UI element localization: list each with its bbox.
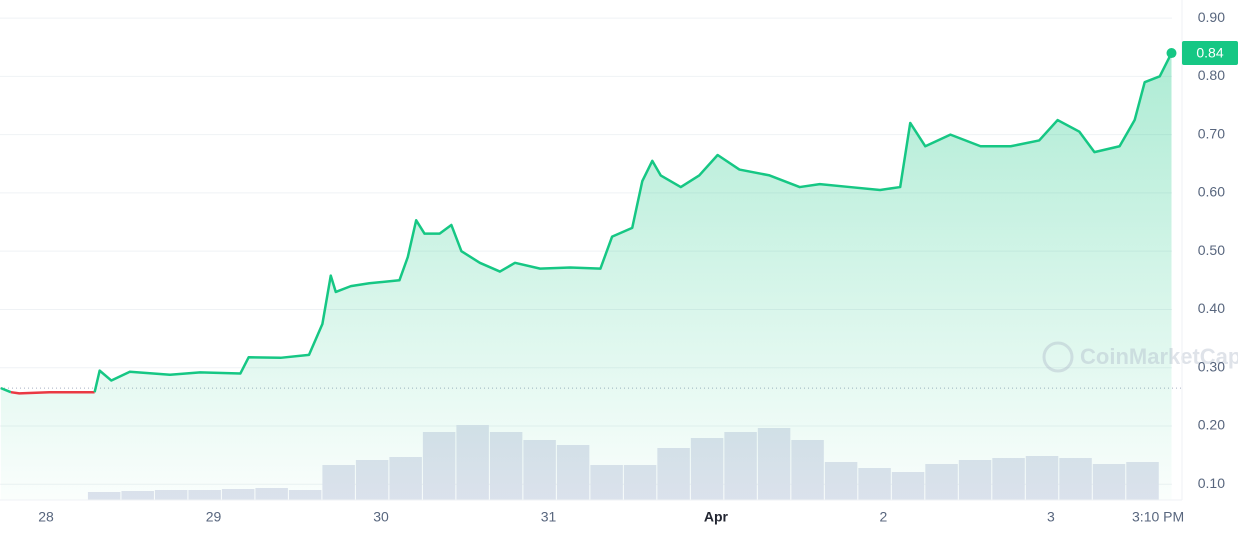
last-price-label: 0.84 [1196, 45, 1223, 61]
y-tick-label: 0.50 [1198, 242, 1225, 258]
watermark-logo [1042, 341, 1074, 373]
x-tick-label: 29 [206, 509, 222, 525]
price-line [93, 52, 1173, 393]
x-tick-label: 3 [1047, 509, 1055, 525]
y-tick-label: 0.10 [1198, 475, 1225, 491]
y-tick-label: 0.70 [1198, 125, 1225, 141]
last-price-box [1182, 41, 1238, 66]
x-tick-label: 31 [541, 509, 557, 525]
y-tick-label: 0.30 [1198, 358, 1225, 374]
x-tick-label: Apr [704, 509, 729, 525]
x-tick-label: 28 [38, 509, 54, 525]
y-tick-label: 0.90 [1198, 9, 1225, 25]
x-tick-label: 30 [373, 509, 389, 525]
y-tick-label: 0.20 [1198, 417, 1225, 433]
x-tick-label: 3:10 PM [1132, 509, 1184, 525]
y-tick-label: 0.80 [1198, 67, 1225, 83]
last-point [1166, 48, 1177, 59]
watermark-text: CoinMarketCap [1080, 344, 1238, 369]
area-layer [0, 53, 1172, 500]
price-line [10, 390, 95, 395]
watermark: CoinMarketCap [1042, 341, 1238, 373]
line-layer [0, 48, 1177, 395]
y-tick-label: 0.40 [1198, 300, 1225, 316]
y-tick-label: 0.60 [1198, 184, 1225, 200]
price-area [0, 53, 1172, 500]
price-line [0, 386, 12, 394]
x-tick-label: 2 [880, 509, 888, 525]
